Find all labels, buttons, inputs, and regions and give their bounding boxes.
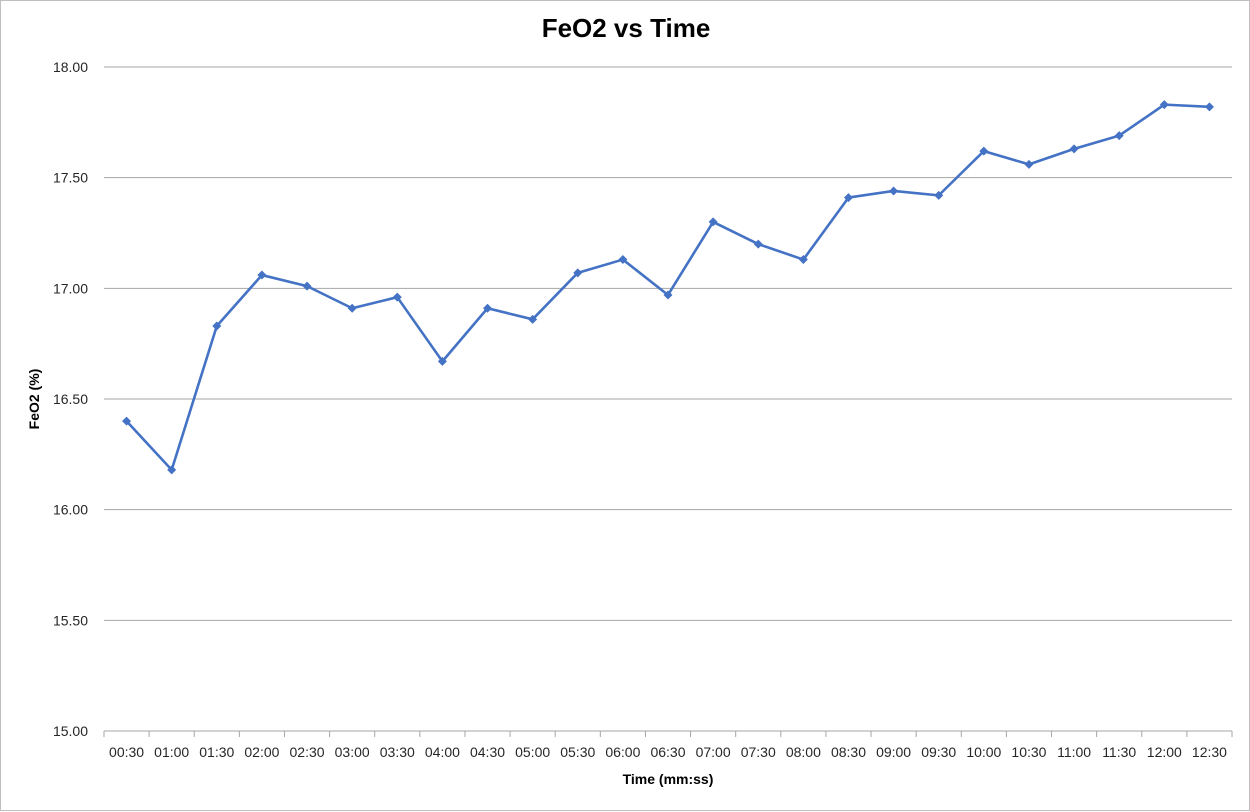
data-point-marker <box>708 217 718 227</box>
x-tick-label: 11:30 <box>1102 744 1136 760</box>
data-point-marker <box>1114 131 1124 141</box>
x-tick-label: 09:00 <box>876 744 911 760</box>
x-tick-label: 03:30 <box>380 744 415 760</box>
x-tick-label: 01:30 <box>199 744 234 760</box>
data-point-marker <box>618 255 628 265</box>
series-line <box>125 103 1210 472</box>
y-tick-label: 18.00 <box>53 59 88 75</box>
x-tick-label: 04:30 <box>470 744 505 760</box>
x-tick-label: 10:30 <box>1011 744 1046 760</box>
x-tick-label: 02:30 <box>290 744 325 760</box>
data-point-marker <box>934 190 944 200</box>
y-axis-ticks: 15.00 15.50 16.00 16.50 17.00 17.50 18.00 <box>53 59 88 739</box>
x-tick-label: 04:00 <box>425 744 460 760</box>
x-tick-label: 03:00 <box>335 744 370 760</box>
x-tick-label: 11:00 <box>1057 744 1091 760</box>
data-point-marker <box>347 303 357 313</box>
data-point-marker <box>302 281 312 291</box>
y-axis-title: FeO2 (%) <box>26 369 42 430</box>
data-point-marker <box>1069 144 1079 154</box>
x-tick-label: 07:00 <box>696 744 731 760</box>
data-point-marker <box>889 186 899 196</box>
chart-title: FeO2 vs Time <box>542 13 711 43</box>
x-tick-label: 01:00 <box>154 744 189 760</box>
gridlines <box>104 66 1232 732</box>
y-tick-label: 15.00 <box>53 723 88 739</box>
data-point-marker <box>528 314 538 324</box>
x-tick-label: 07:30 <box>741 744 776 760</box>
x-tick-label: 05:00 <box>515 744 550 760</box>
y-tick-label: 17.50 <box>53 170 88 186</box>
data-point-marker <box>437 356 447 366</box>
x-tick-label: 08:30 <box>831 744 866 760</box>
data-point-marker <box>212 321 222 331</box>
data-point-marker <box>979 146 989 156</box>
x-axis-title: Time (mm:ss) <box>623 771 714 787</box>
y-tick-label: 16.00 <box>53 502 88 518</box>
data-point-marker <box>1159 100 1169 110</box>
data-point-marker <box>483 303 493 313</box>
data-point-marker <box>1204 102 1214 112</box>
series-layer <box>122 100 1214 475</box>
data-point-marker <box>122 416 132 426</box>
x-tick-label: 12:00 <box>1147 744 1182 760</box>
y-tick-label: 17.00 <box>53 280 88 296</box>
y-tick-label: 15.50 <box>53 612 88 628</box>
data-point-marker <box>573 268 583 278</box>
x-tick-label: 09:30 <box>921 744 956 760</box>
data-point-marker <box>392 292 402 302</box>
y-tick-label: 16.50 <box>53 391 88 407</box>
x-tick-label: 08:00 <box>786 744 821 760</box>
x-tick-label: 06:00 <box>605 744 640 760</box>
data-point-marker <box>798 255 808 265</box>
data-point-marker <box>663 290 673 300</box>
x-axis: 00:30 01:00 01:30 02:00 02:30 03:00 03:30 04:00… <box>103 730 1233 760</box>
x-tick-label: 10:00 <box>966 744 1001 760</box>
data-point-marker <box>843 193 853 203</box>
data-point-marker <box>257 270 267 280</box>
x-tick-label: 02:00 <box>244 744 279 760</box>
data-point-marker <box>1024 159 1034 169</box>
data-point-marker <box>167 465 177 475</box>
data-point-marker <box>753 239 763 249</box>
x-tick-label: 05:30 <box>560 744 595 760</box>
x-tick-label: 00:30 <box>109 744 144 760</box>
x-tick-label: 06:30 <box>650 744 685 760</box>
x-tick-label: 12:30 <box>1192 744 1227 760</box>
